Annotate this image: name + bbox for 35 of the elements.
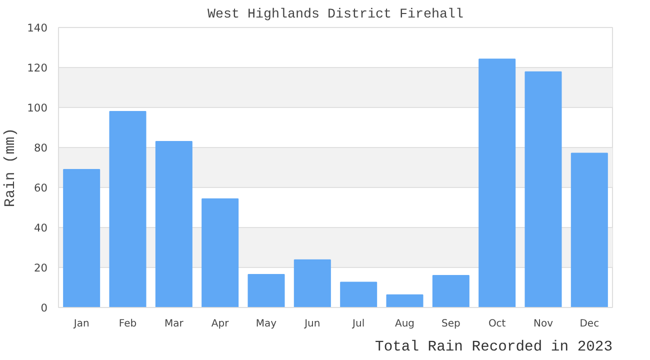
bar: [202, 198, 239, 308]
bar: [109, 111, 146, 308]
y-tick-label: 20: [34, 262, 48, 274]
chart-title: West Highlands District Firehall: [208, 8, 464, 22]
x-tick-label: Nov: [533, 318, 554, 330]
x-tick-label: Aug: [394, 318, 415, 330]
y-tick-label: 120: [27, 62, 48, 74]
x-tick-label: Oct: [488, 318, 506, 330]
x-tick-label: Mar: [164, 318, 184, 330]
x-tick-label: May: [256, 318, 277, 330]
y-tick-label: 140: [27, 22, 48, 34]
x-tick-label: Jun: [304, 318, 320, 330]
x-tick-label: Jan: [72, 318, 90, 330]
x-tick-label: Feb: [118, 318, 137, 330]
bar: [386, 294, 424, 308]
y-axis-title: Rain (mm): [3, 128, 20, 208]
bar: [570, 152, 608, 308]
bar: [248, 274, 285, 308]
bar: [155, 141, 192, 308]
y-tick-label: 40: [34, 222, 48, 234]
x-tick-label: Sep: [441, 318, 460, 330]
bar: [294, 259, 331, 308]
bar: [340, 282, 378, 308]
bar: [63, 169, 100, 308]
y-tick-label: 100: [27, 102, 48, 114]
x-tick-label: Jul: [352, 318, 365, 330]
y-tick-label: 80: [34, 142, 48, 154]
bar: [432, 275, 470, 308]
y-tick-label: 60: [34, 182, 48, 194]
x-axis-title: Total Rain Recorded in 2023: [375, 340, 613, 356]
x-tick-label: Apr: [211, 318, 230, 330]
x-tick-label: Dec: [580, 318, 600, 330]
y-tick-label: 0: [40, 302, 48, 314]
bar: [478, 58, 516, 308]
bar: [524, 71, 562, 308]
